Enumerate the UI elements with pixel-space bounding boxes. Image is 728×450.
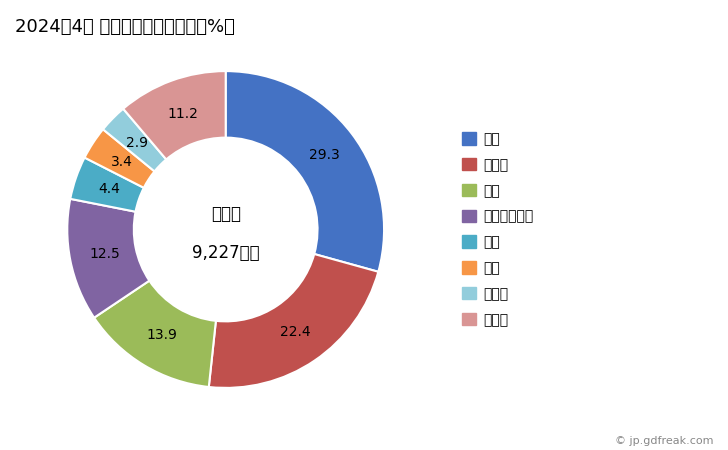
Wedge shape — [67, 199, 149, 318]
Wedge shape — [71, 158, 144, 212]
Text: 2024年4月 輸出相手国のシェア（%）: 2024年4月 輸出相手国のシェア（%） — [15, 18, 234, 36]
Wedge shape — [226, 71, 384, 272]
Wedge shape — [123, 71, 226, 159]
Text: 2.9: 2.9 — [127, 136, 149, 150]
Text: 総　額: 総 額 — [210, 205, 241, 223]
Wedge shape — [94, 281, 216, 387]
Text: 9,227万円: 9,227万円 — [192, 244, 259, 262]
Text: 4.4: 4.4 — [98, 182, 120, 196]
Text: 3.4: 3.4 — [111, 155, 133, 169]
Legend: 中国, インド, 台湾, インドネシア, 韓国, 米国, ドイツ, その他: 中国, インド, 台湾, インドネシア, 韓国, 米国, ドイツ, その他 — [462, 132, 534, 327]
Text: 29.3: 29.3 — [309, 148, 339, 162]
Wedge shape — [103, 109, 166, 171]
Text: 11.2: 11.2 — [167, 107, 199, 121]
Text: © jp.gdfreak.com: © jp.gdfreak.com — [615, 436, 713, 446]
Wedge shape — [209, 254, 379, 388]
Text: 13.9: 13.9 — [146, 328, 177, 342]
Text: 22.4: 22.4 — [280, 325, 310, 339]
Text: 12.5: 12.5 — [89, 247, 120, 261]
Wedge shape — [84, 129, 154, 188]
